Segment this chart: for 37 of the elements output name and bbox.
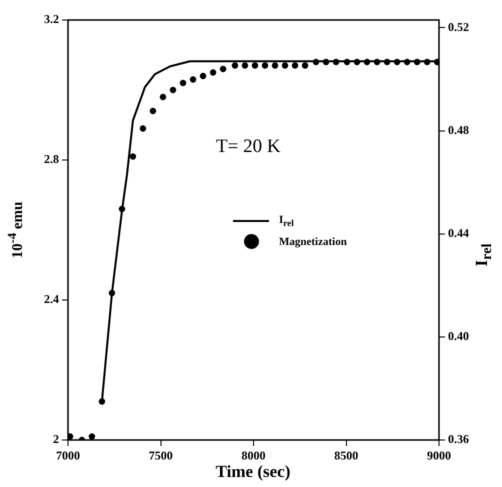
y-tick-label: 3.2	[44, 12, 59, 26]
point	[130, 153, 136, 160]
point	[242, 62, 248, 69]
point	[220, 66, 226, 72]
point	[140, 125, 146, 132]
y-tick-label: 2	[53, 432, 59, 446]
x-tick-label: 8000	[242, 448, 266, 462]
point	[262, 62, 268, 69]
x-tick-label: 8500	[334, 448, 358, 462]
legend-label: I$_{rel}$	[279, 214, 294, 228]
y2-tick-label: 0.52	[448, 20, 469, 34]
annotation: T= 20 K	[216, 136, 281, 158]
x-tick-label: 7000	[56, 448, 80, 462]
point	[302, 62, 308, 69]
y2-tick-label: 0.44	[448, 226, 469, 240]
point	[88, 433, 96, 440]
point	[190, 76, 196, 83]
point	[170, 86, 176, 94]
point	[292, 62, 298, 69]
point	[272, 62, 278, 69]
legend-label: Magnetization	[279, 236, 347, 248]
point	[210, 69, 216, 76]
x-axis-title: Time (sec)	[216, 462, 290, 482]
point	[252, 62, 258, 69]
x-tick-label: 7500	[148, 448, 173, 462]
y2-tick-label: 0.36	[448, 432, 469, 446]
point	[150, 108, 156, 114]
y2-tick-label: 0.48	[448, 122, 469, 137]
y-tick-label: 2.8	[44, 152, 59, 166]
point	[160, 94, 166, 100]
point	[282, 62, 288, 69]
point	[200, 72, 206, 80]
point	[180, 80, 186, 86]
point	[232, 62, 238, 69]
x-tick-label: 9000	[427, 448, 451, 462]
y2-tick-label: 0.40	[448, 329, 469, 344]
y-tick-label: 2.4	[44, 292, 59, 306]
